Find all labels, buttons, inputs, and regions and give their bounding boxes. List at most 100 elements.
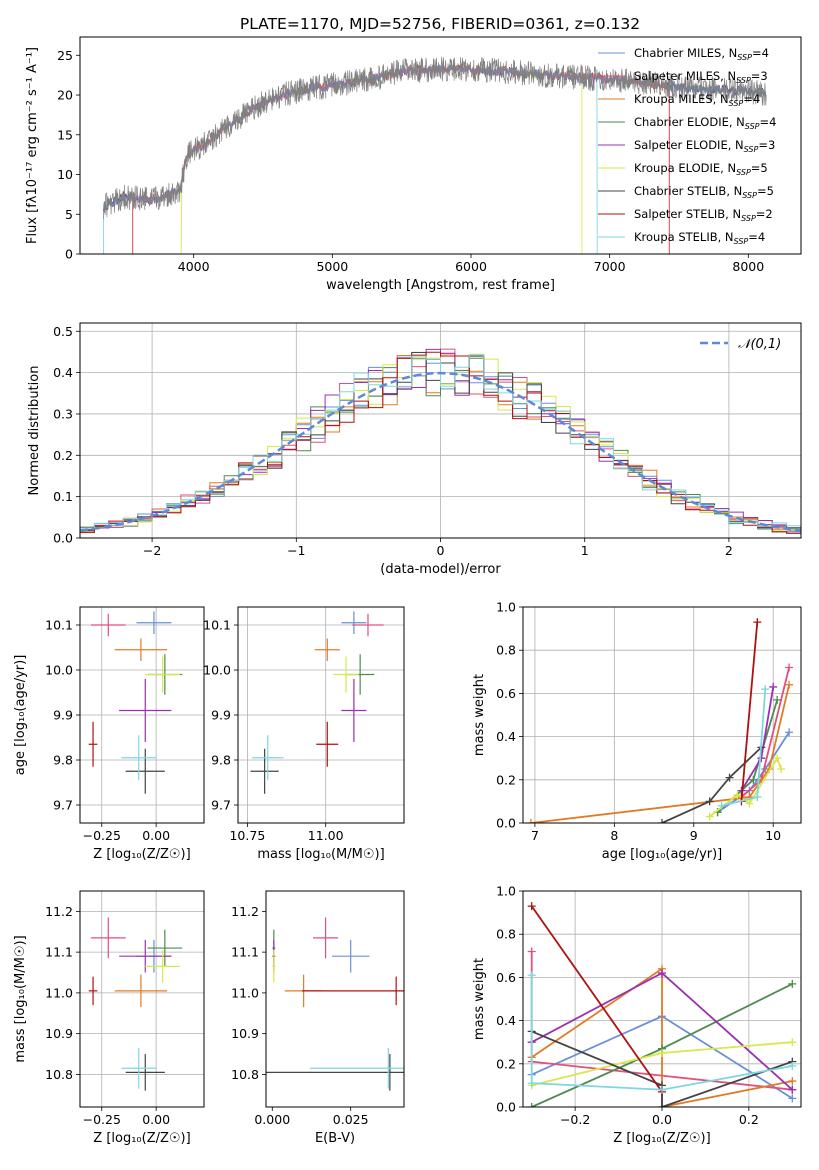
y-tick-label: 9.7 xyxy=(53,798,73,813)
weight-marker-kroupa_miles xyxy=(785,680,794,689)
y-tick-label: 10.9 xyxy=(231,1026,259,1041)
y-tick-label: 11.2 xyxy=(45,904,73,919)
weight-marker-kroupa_stelib xyxy=(717,801,726,810)
plot-area xyxy=(88,611,183,794)
weight-marker-chabrier_stelib xyxy=(658,1103,666,1107)
weight-marker-salpeter_elodie xyxy=(757,754,766,763)
observed-spectrum xyxy=(103,56,767,219)
x-tick-label: 4000 xyxy=(178,259,210,274)
weight-marker-kroupa_miles xyxy=(526,819,535,823)
x-axis-label: Z [log₁₀(Z/Z☉)] xyxy=(613,1131,710,1146)
y-tick-label: 1.0 xyxy=(496,884,516,899)
y-tick-label: 0.2 xyxy=(496,1056,516,1071)
x-tick-label: −0.2 xyxy=(560,1112,590,1127)
y-tick-label: 10.8 xyxy=(231,1067,259,1082)
hist-salpeter_stelib xyxy=(80,351,801,534)
y-tick-label: 9.9 xyxy=(53,708,73,723)
legend-label: Salpeter STELIB, NSSP=2 xyxy=(634,207,773,223)
legend-label: Kroupa ELODIE, NSSP=5 xyxy=(634,161,768,177)
x-tick-label: 0.2 xyxy=(739,1112,759,1127)
x-tick-label: 0.000 xyxy=(254,1112,290,1127)
weight-marker-chabrier_stelib xyxy=(725,773,734,782)
z-weight-panel: −0.2 0.0 0.2 0.0 0.2 0.4 0.6 0.8 1.0 Z [log₁₀(Z/Z… xyxy=(472,884,802,1146)
z-mass-panel: −0.25 0.00 10.8 10.9 11.0 11.1 11.2 Z [log₁₀(Z/… xyxy=(13,890,205,1146)
x-tick-label: 7000 xyxy=(594,259,626,274)
weight-marker-chabrier_miles xyxy=(785,728,794,737)
x-tick-label: −0.25 xyxy=(83,828,121,843)
weight-marker-salpeter_stelib xyxy=(527,902,536,911)
mass-age-panel: 10.75 11.00 9.7 9.8 9.9 10.0 10.1 mass [log₁₀(M… xyxy=(203,606,405,862)
weight-marker-chabrier_miles xyxy=(788,1094,797,1103)
legend-label: 𝒩(0,1) xyxy=(738,337,781,352)
weight-marker-kroupa_stelib xyxy=(788,1061,797,1070)
weight-line-salpeter_stelib xyxy=(740,622,759,802)
x-axis-label: Z [log₁₀(Z/Z☉)] xyxy=(93,1131,190,1146)
weight-line-chabrier_stelib xyxy=(531,1030,793,1107)
y-tick-label: 11.0 xyxy=(45,985,73,1000)
legend-label: Salpeter MILES, NSSP=3 xyxy=(634,69,768,85)
normal-curve xyxy=(80,371,801,533)
y-tick-label: 10.8 xyxy=(45,1067,73,1082)
y-tick-label: 11.0 xyxy=(231,985,259,1000)
weight-marker-salpeter_miles xyxy=(527,947,536,956)
weight-marker-kroupa_elodie xyxy=(777,765,786,773)
weight-line-kroupa_stelib xyxy=(530,975,793,1091)
x-tick-label: 5000 xyxy=(316,259,348,274)
y-axis-label: Flux [fλ10⁻¹⁷ erg cm⁻² s⁻¹ A⁻¹] xyxy=(25,47,40,244)
x-tick-label: 11.00 xyxy=(308,828,344,843)
weight-marker-kroupa_stelib xyxy=(658,1085,666,1094)
y-tick-label: 0.0 xyxy=(496,1100,516,1115)
plot-area xyxy=(103,56,767,254)
y-tick-label: 10.1 xyxy=(45,618,73,633)
y-tick-label: 0.8 xyxy=(496,927,516,942)
x-tick-label: 10.75 xyxy=(229,828,265,843)
y-axis-label: Normed distribution xyxy=(27,366,42,496)
weight-marker-kroupa_stelib xyxy=(753,793,762,802)
weight-marker-kroupa_stelib xyxy=(761,685,770,694)
plot-area xyxy=(80,348,801,534)
y-tick-label: 0.4 xyxy=(53,365,73,380)
x-tick-label: 9 xyxy=(690,828,698,843)
weight-marker-kroupa_miles xyxy=(788,1077,797,1086)
x-tick-label: 2 xyxy=(725,543,733,558)
weight-marker-kroupa_stelib xyxy=(527,971,536,980)
axes-frame xyxy=(237,606,405,824)
age-weight-panel: 7 8 9 10 0.0 0.2 0.4 0.6 0.8 1.0 age [log₁₀(age/yr… xyxy=(472,600,802,862)
axes-frame xyxy=(79,606,205,824)
y-tick-label: 0.8 xyxy=(496,643,516,658)
y-tick-label: 5 xyxy=(65,207,73,222)
y-tick-label: 9.8 xyxy=(53,753,73,768)
weight-marker-kroupa_elodie xyxy=(733,790,742,799)
weight-marker-salpeter_miles xyxy=(785,663,794,672)
x-tick-label: 0.0 xyxy=(652,1112,672,1127)
weight-line-kroupa_miles xyxy=(530,684,790,823)
axes-frame xyxy=(522,606,802,824)
axes-frame xyxy=(79,36,802,255)
y-tick-label: 0.0 xyxy=(496,816,516,831)
x-axis-label: Z [log₁₀(Z/Z☉)] xyxy=(93,847,190,862)
y-tick-label: 9.9 xyxy=(211,708,231,723)
weight-marker-chabrier_elodie xyxy=(788,979,797,988)
legend-label: Chabrier MILES, NSSP=4 xyxy=(634,46,769,62)
y-tick-label: 10.1 xyxy=(203,618,231,633)
plot-area xyxy=(527,902,797,1107)
y-axis-label: mass [log₁₀(M/M☉)] xyxy=(13,935,28,1062)
y-tick-label: 10.0 xyxy=(45,663,73,678)
y-tick-label: 0.2 xyxy=(496,772,516,787)
weight-marker-salpeter_elodie xyxy=(769,682,778,691)
x-tick-label: −0.25 xyxy=(83,1112,121,1127)
legend-label: Chabrier ELODIE, NSSP=4 xyxy=(634,115,776,131)
x-axis-label: E(B-V) xyxy=(315,1131,355,1146)
weight-marker-chabrier_stelib xyxy=(658,819,666,823)
weight-marker-chabrier_elodie xyxy=(527,1103,536,1107)
weight-marker-kroupa_elodie xyxy=(773,754,782,763)
y-tick-label: 1.0 xyxy=(496,600,516,615)
y-tick-label: 0.3 xyxy=(53,406,73,421)
axes-frame xyxy=(522,890,802,1108)
y-tick-label: 9.8 xyxy=(211,753,231,768)
x-tick-label: 0.025 xyxy=(333,1112,369,1127)
y-tick-label: 11.1 xyxy=(231,945,259,960)
x-tick-label: 1 xyxy=(581,543,589,558)
y-tick-label: 11.2 xyxy=(231,904,259,919)
y-tick-label: 0.5 xyxy=(53,324,73,339)
